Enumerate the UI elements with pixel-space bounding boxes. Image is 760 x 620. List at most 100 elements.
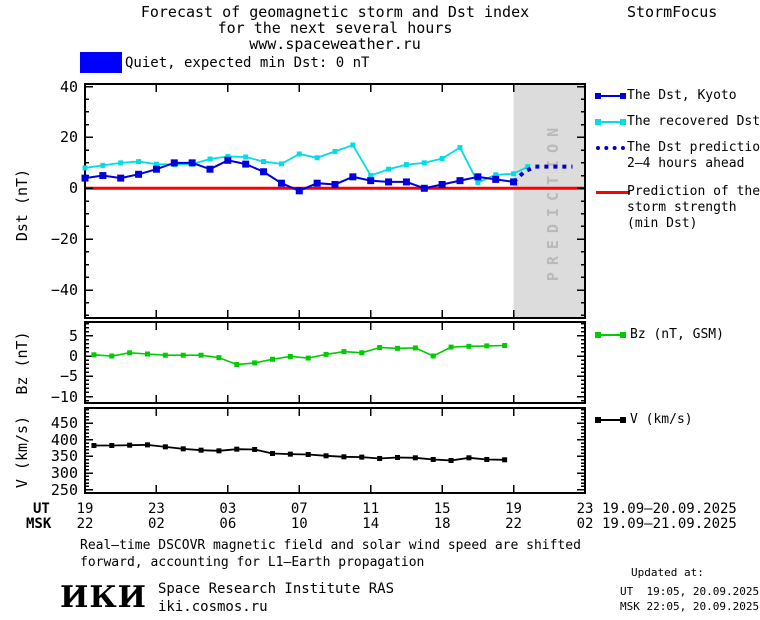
dst-kyoto-marker (313, 179, 321, 187)
x-tick-label: 02 (576, 516, 594, 532)
y-tick-label: 450 (50, 414, 78, 433)
x-tick-label: 23 (147, 501, 165, 517)
iki-logo: ИКИ (60, 580, 147, 615)
v-marker (502, 457, 508, 463)
v-axis-label: V (km/s) (13, 415, 31, 489)
legend-prediction-swatch (596, 146, 625, 150)
dst-kyoto-marker (260, 168, 268, 176)
v-marker (323, 453, 329, 459)
recovered-dst-marker (403, 162, 409, 168)
v-marker (216, 448, 222, 454)
recovered-dst-marker (525, 164, 531, 170)
dst-kyoto-marker (385, 178, 393, 186)
square-marker-icon (620, 417, 626, 423)
dst-kyoto-marker (206, 165, 214, 173)
x-tick-label: 15 (433, 501, 451, 517)
bz-marker (341, 349, 347, 355)
square-marker-icon (620, 119, 626, 125)
recovered-dst-marker (243, 154, 249, 160)
legend-v: V (km/s) (630, 412, 693, 427)
ut-axis-prefix: UT (33, 501, 50, 517)
v-marker (127, 442, 133, 448)
bz-marker (502, 342, 508, 348)
v-marker (234, 446, 240, 452)
dst-kyoto-marker (492, 175, 500, 183)
bz-marker (234, 362, 240, 368)
x-tick-label: 03 (219, 501, 237, 517)
recovered-dst-marker (314, 155, 320, 161)
dst-kyoto-line (84, 159, 514, 192)
dst-kyoto-marker (402, 178, 410, 186)
dst-kyoto-marker (367, 177, 375, 185)
updated-title: Updated at: (631, 566, 704, 579)
v-marker (430, 456, 436, 462)
status-label: Quiet, expected min Dst: 0 nT (125, 55, 370, 71)
bz-marker (448, 344, 454, 350)
bz-marker (145, 351, 150, 357)
recovered-dst-marker (475, 179, 481, 185)
square-marker-icon (595, 332, 601, 338)
v-marker (270, 450, 275, 456)
legend-bz-swatch (595, 332, 626, 338)
updated-msk: MSK 22:05, 20.09.2025 (620, 600, 760, 613)
y-tick-label: 0 (68, 347, 78, 366)
v-marker (484, 456, 490, 462)
bz-marker (305, 355, 311, 361)
x-tick-label: 19 (76, 501, 94, 517)
ut-date-range: 19.09–20.09.2025 (602, 501, 737, 517)
dst-kyoto-marker (277, 179, 285, 187)
bz-marker (323, 351, 329, 357)
v-marker (180, 446, 186, 452)
legend-dst-kyoto: The Dst, Kyoto (627, 88, 737, 103)
institute-site: iki.cosmos.ru (158, 599, 268, 615)
v-panel (84, 407, 586, 494)
legend-strength-line2: storm strength (627, 200, 737, 215)
v-marker (305, 451, 311, 457)
x-tick-label: 07 (290, 501, 308, 517)
institute-name: Space Research Institute RAS (158, 581, 395, 597)
square-marker-icon (595, 417, 601, 423)
dst-kyoto-marker (188, 159, 196, 167)
y-tick-label: 300 (50, 464, 78, 483)
bz-marker (359, 350, 365, 356)
x-tick-label: 14 (362, 516, 380, 532)
bz-marker (287, 353, 293, 359)
recovered-dst-marker (332, 148, 338, 154)
footnote-line2: forward, accounting for L1–Earth propaga… (80, 555, 425, 570)
recovered-dst-marker (136, 159, 142, 165)
msk-date-range: 19.09–21.09.2025 (602, 516, 737, 532)
recovered-dst-marker (421, 160, 427, 166)
ut-axis-row: UT 19.09–20.09.2025 19 23 03 07 11 15 19 23 (0, 501, 760, 517)
plot-frame (84, 407, 586, 494)
dst-kyoto-marker (456, 177, 464, 185)
recovered-dst-marker (207, 156, 213, 162)
legend-recovered: The recovered Dst (627, 114, 760, 129)
dst-kyoto-marker (117, 174, 125, 182)
updated-ut: UT 19:05, 20.09.2025 (620, 585, 760, 598)
page-title: Forecast of geomagnetic storm and Dst in… (140, 3, 530, 21)
y-tick-label: −5 (59, 367, 78, 386)
y-tick-label: 5 (68, 326, 78, 345)
bz-marker (430, 353, 436, 359)
legend-bz: Bz (nT, GSM) (630, 327, 724, 342)
recovered-dst-marker (296, 151, 302, 157)
x-tick-label: 11 (362, 501, 380, 517)
y-tick-label: 40 (59, 77, 78, 96)
v-marker (198, 447, 204, 453)
footnote-line1: Real–time DSCOVR magnetic field and sola… (80, 538, 581, 553)
dst-kyoto-marker (295, 187, 303, 195)
square-marker-icon (620, 93, 626, 99)
bz-marker (216, 355, 222, 361)
recovered-dst-marker (82, 165, 88, 171)
recovered-dst-marker (153, 161, 159, 167)
y-tick-label: 350 (50, 447, 78, 466)
y-tick-label: 20 (59, 128, 78, 147)
plot-frame (84, 83, 586, 319)
recovered-dst-marker (368, 173, 374, 179)
v-marker (162, 444, 168, 450)
y-tick-label: −10 (50, 387, 78, 406)
bz-marker (466, 343, 472, 349)
legend-v-swatch (595, 417, 626, 423)
